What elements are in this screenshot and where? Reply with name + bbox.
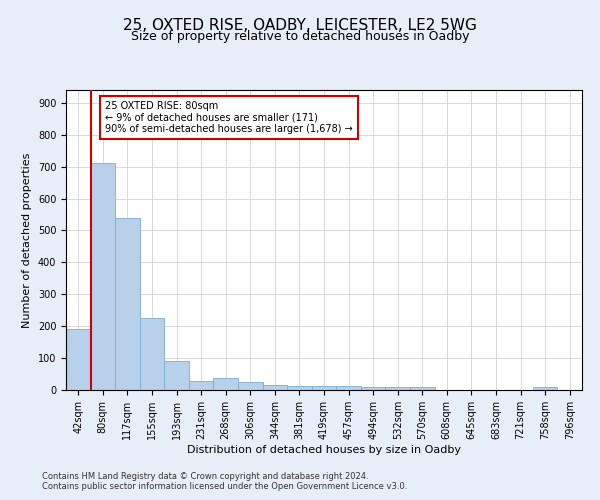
Bar	[287, 386, 312, 390]
Text: Contains HM Land Registry data © Crown copyright and database right 2024.: Contains HM Land Registry data © Crown c…	[42, 472, 368, 481]
Bar	[214, 378, 238, 390]
Text: Size of property relative to detached houses in Oadby: Size of property relative to detached ho…	[131, 30, 469, 43]
Bar	[385, 387, 410, 390]
Bar	[361, 387, 385, 390]
Bar	[91, 164, 115, 390]
Text: 25 OXTED RISE: 80sqm
← 9% of detached houses are smaller (171)
90% of semi-detac: 25 OXTED RISE: 80sqm ← 9% of detached ho…	[106, 100, 353, 134]
Bar	[115, 218, 140, 390]
Bar	[238, 382, 263, 390]
Bar	[164, 360, 189, 390]
Text: Contains public sector information licensed under the Open Government Licence v3: Contains public sector information licen…	[42, 482, 407, 491]
Bar	[410, 388, 434, 390]
Bar	[140, 318, 164, 390]
Bar	[336, 386, 361, 390]
Bar	[189, 381, 214, 390]
X-axis label: Distribution of detached houses by size in Oadby: Distribution of detached houses by size …	[187, 444, 461, 454]
Bar	[312, 386, 336, 390]
Bar	[263, 384, 287, 390]
Text: 25, OXTED RISE, OADBY, LEICESTER, LE2 5WG: 25, OXTED RISE, OADBY, LEICESTER, LE2 5W…	[123, 18, 477, 32]
Bar	[533, 387, 557, 390]
Y-axis label: Number of detached properties: Number of detached properties	[22, 152, 32, 328]
Bar	[66, 330, 91, 390]
